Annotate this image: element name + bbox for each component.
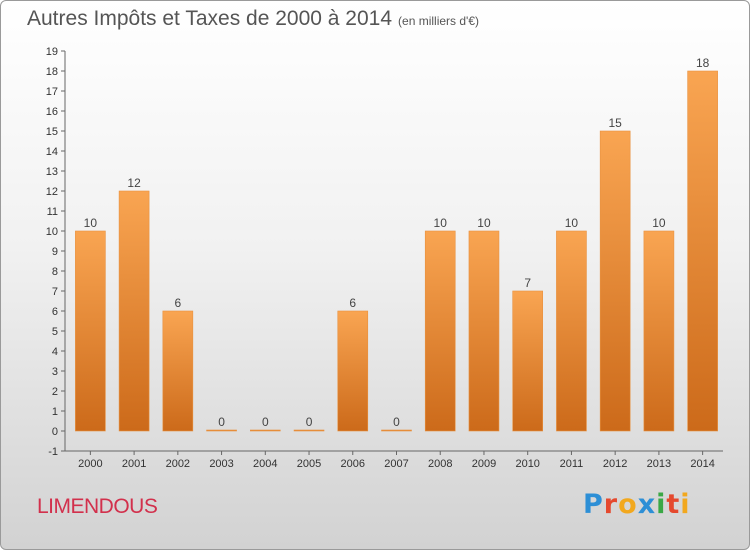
bar [206, 429, 237, 432]
x-tick-label: 2008 [428, 458, 452, 470]
y-tick-label: 1 [52, 406, 58, 418]
bar [424, 230, 456, 432]
x-tick-label: 2003 [209, 458, 233, 470]
x-tick-label: 2012 [603, 458, 627, 470]
bar [293, 429, 325, 432]
x-tick-label: 2000 [78, 458, 102, 470]
bar-value-label: 6 [349, 296, 356, 310]
logo-letter: o [618, 489, 638, 520]
x-tick-label: 2014 [690, 458, 714, 470]
x-tick-label: 2006 [341, 458, 365, 470]
town-name: LIMENDOUS [37, 495, 158, 518]
y-tick-label: 11 [47, 206, 58, 218]
y-tick-label: 10 [46, 226, 58, 238]
x-tick-label: 2007 [384, 458, 408, 470]
y-tick-label: 2 [52, 386, 58, 398]
bar-value-label: 6 [174, 296, 181, 310]
x-tick-label: 2001 [122, 458, 146, 470]
y-tick-label: 12 [46, 186, 58, 198]
bar-value-label: 0 [306, 415, 313, 429]
bar [250, 429, 281, 432]
bar [556, 230, 587, 432]
logo-letter: x [637, 489, 657, 520]
y-tick-label: -1 [48, 446, 58, 458]
y-tick-label: 19 [46, 46, 58, 58]
bar [643, 230, 675, 432]
chart-title: Autres Impôts et Taxes de 2000 à 2014 (en… [27, 7, 479, 31]
x-tick-label: 2005 [297, 458, 321, 470]
x-tick-label: 2004 [253, 458, 277, 470]
y-tick-label: 6 [52, 306, 58, 318]
bar [512, 290, 544, 432]
bar-value-label: 7 [524, 276, 531, 290]
y-tick-label: 18 [46, 66, 58, 78]
y-tick-label: 17 [46, 86, 58, 98]
bar [337, 310, 369, 432]
proxiti-logo: Proxiti [583, 489, 691, 520]
bar-value-label: 12 [127, 176, 141, 190]
x-tick-label: 2011 [560, 458, 584, 470]
logo-letter: t [666, 489, 681, 520]
bar [599, 130, 631, 432]
bar-value-label: 18 [696, 56, 710, 70]
bar [687, 70, 718, 432]
y-tick-label: 9 [52, 246, 58, 258]
bar [381, 429, 412, 432]
y-tick-label: 16 [46, 106, 58, 118]
bar [118, 190, 150, 432]
bar-value-label: 10 [652, 216, 666, 230]
bar-value-label: 10 [84, 216, 98, 230]
bar-value-label: 10 [565, 216, 579, 230]
chart-unit: (en milliers d'€) [398, 14, 480, 28]
y-tick-label: 15 [46, 126, 58, 138]
bar-value-label: 0 [218, 415, 225, 429]
bar [162, 310, 194, 432]
logo-letter: i [680, 489, 691, 520]
y-tick-label: 7 [52, 286, 58, 298]
y-tick-label: 8 [52, 266, 58, 278]
x-tick-label: 2010 [515, 458, 539, 470]
y-tick-label: 4 [52, 346, 58, 358]
logo-letter: P [583, 489, 604, 520]
bar [468, 230, 500, 432]
x-tick-label: 2013 [647, 458, 671, 470]
x-tick-label: 2009 [472, 458, 496, 470]
bar [75, 230, 106, 432]
logo-letter: r [603, 489, 619, 520]
bar-value-label: 10 [477, 216, 491, 230]
y-tick-label: 3 [52, 366, 58, 378]
bar-value-label: 0 [262, 415, 269, 429]
bar-value-label: 15 [608, 116, 622, 130]
chart-title-text: Autres Impôts et Taxes de 2000 à 2014 [27, 7, 393, 30]
y-tick-label: 0 [52, 426, 58, 438]
y-tick-label: 13 [46, 166, 58, 178]
y-tick-label: 5 [52, 326, 58, 338]
x-tick-label: 2002 [166, 458, 190, 470]
logo-letter: i [656, 489, 667, 520]
bar-value-label: 10 [434, 216, 448, 230]
y-tick-label: 14 [46, 146, 58, 158]
bar-value-label: 0 [393, 415, 400, 429]
